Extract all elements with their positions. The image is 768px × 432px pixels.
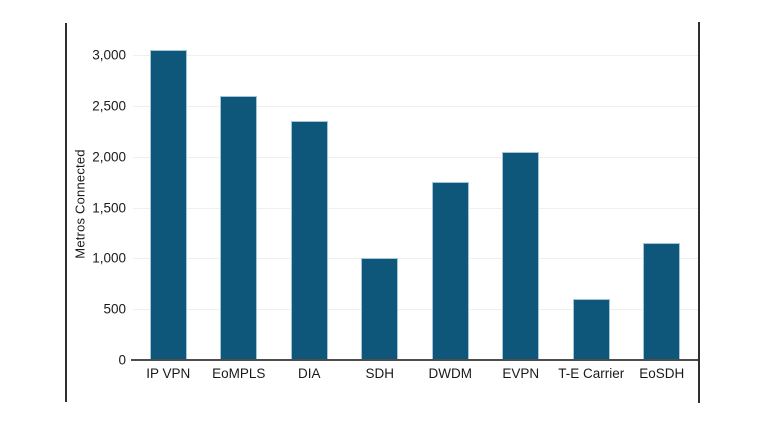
y-tick-label-2000: 2,000 [92, 149, 126, 165]
x-tick-label-evpn: EVPN [502, 366, 540, 381]
x-tick-label-t-e-carrier: T-E Carrier [558, 366, 625, 381]
bar-eompls [220, 95, 258, 360]
gridline-1500 [133, 207, 698, 209]
x-tick-label-eompls: EoMPLS [212, 366, 266, 381]
bar-ip-vpn [149, 50, 187, 360]
y-tick-label-1000: 1,000 [92, 250, 126, 266]
frame-border-left [65, 23, 67, 402]
bar-t-e-carrier [572, 299, 610, 360]
x-axis-line [131, 359, 698, 361]
gridline-3000 [133, 55, 698, 57]
y-tick-label-500: 500 [103, 301, 126, 317]
y-tick-label-3000: 3,000 [92, 47, 126, 63]
x-tick-label-ip-vpn: IP VPN [146, 366, 191, 381]
x-tick-label-eosdh: EoSDH [639, 366, 685, 381]
frame-border-right [698, 22, 700, 403]
gridline-500 [133, 309, 698, 311]
bar-eosdh [643, 243, 681, 360]
x-tick-label-sdh: SDH [365, 366, 394, 381]
x-tick-label-dia: DIA [297, 366, 321, 381]
x-tick-label-dwdm: DWDM [428, 366, 473, 381]
gridline-1000 [133, 258, 698, 260]
bar-dia [290, 121, 328, 360]
bar-sdh [361, 258, 399, 360]
y-tick-label-1500: 1,500 [92, 200, 126, 216]
y-tick-label-2500: 2,500 [92, 98, 126, 114]
y-tick-label-0: 0 [118, 352, 126, 368]
gridline-2500 [133, 106, 698, 107]
gridline-2000 [133, 156, 698, 158]
bar-dwdm [431, 182, 469, 360]
bar-evpn [502, 151, 540, 360]
